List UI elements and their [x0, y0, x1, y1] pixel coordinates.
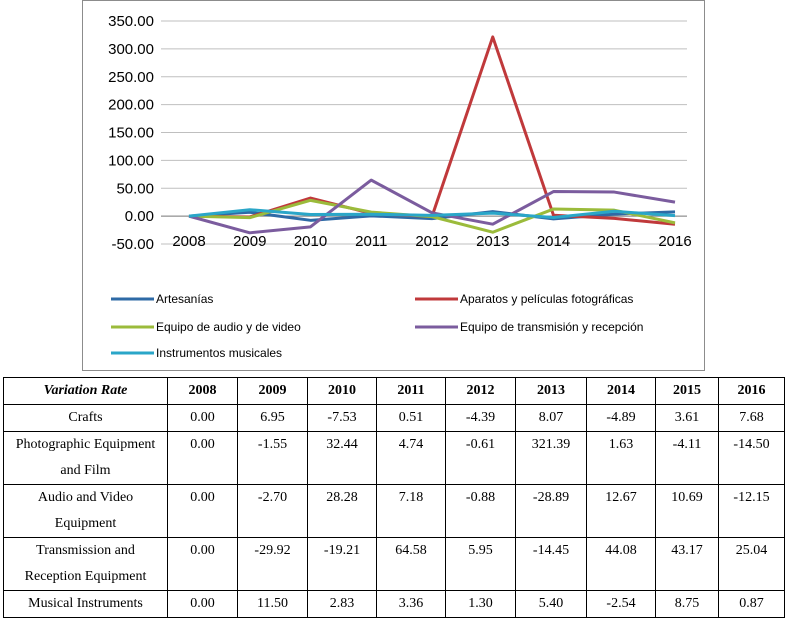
table-cell: 28.28 [307, 484, 377, 538]
x-tick-label: 2013 [476, 233, 509, 250]
y-tick-label: 350.00 [108, 13, 154, 30]
y-tick-label: 200.00 [108, 97, 154, 114]
table-row: Transmission and Reception Equipment 0.0… [3, 537, 785, 591]
x-tick-label: 2011 [355, 233, 387, 250]
table-cell: 10.69 [655, 484, 719, 538]
table-cell: -14.50 [718, 431, 785, 485]
table-cell: 321.39 [515, 431, 587, 485]
line-chart: 350.00 300.00 250.00 200.00 150.00 100.00 50.0… [82, 0, 705, 371]
legend: Artesanías Aparatos y películas fotográfi… [111, 292, 643, 360]
table-header-cell: 2015 [655, 377, 719, 405]
table-header-cell: 2008 [167, 377, 238, 405]
x-tick-label: 2014 [537, 233, 570, 250]
table-header-cell: 2011 [376, 377, 446, 405]
table-cell: 5.95 [445, 537, 516, 591]
table-cell: -7.53 [307, 404, 377, 432]
legend-label: Artesanías [156, 292, 213, 306]
table-row: Photographic Equipment and Film 0.00 -1.… [3, 431, 785, 485]
table-cell: 4.74 [376, 431, 446, 485]
table-row: Audio and Video Equipment 0.00 -2.70 28.… [3, 484, 785, 538]
table-row: Crafts 0.00 6.95 -7.53 0.51 -4.39 8.07 -… [3, 404, 785, 432]
table-cell: 6.95 [237, 404, 308, 432]
x-tick-label: 2009 [233, 233, 266, 250]
table-cell: -4.89 [586, 404, 656, 432]
row-label: Crafts [3, 404, 168, 432]
table-header-cell: 2009 [237, 377, 308, 405]
table-cell: 0.00 [167, 590, 238, 618]
table-cell: 7.68 [718, 404, 785, 432]
y-tick-label: 150.00 [108, 125, 154, 142]
table-cell: -19.21 [307, 537, 377, 591]
row-label: Audio and Video Equipment [3, 484, 168, 538]
table-row: Musical Instruments 0.00 11.50 2.83 3.36… [3, 590, 785, 618]
table-cell: 0.00 [167, 404, 238, 432]
row-label: Musical Instruments [3, 590, 168, 618]
table-cell: 3.36 [376, 590, 446, 618]
table-cell: 2.83 [307, 590, 377, 618]
table-cell: -0.61 [445, 431, 516, 485]
table-cell: 43.17 [655, 537, 719, 591]
table-cell: 0.87 [718, 590, 785, 618]
chart-canvas: 350.00 300.00 250.00 200.00 150.00 100.00 50.0… [108, 13, 692, 360]
x-tick-label: 2015 [598, 233, 631, 250]
table-cell: 1.63 [586, 431, 656, 485]
table-cell: 8.75 [655, 590, 719, 618]
y-tick-label: 300.00 [108, 41, 154, 58]
legend-label: Equipo de audio y de video [156, 320, 301, 334]
x-tick-label: 2016 [658, 233, 691, 250]
table-header-cell: Variation Rate [3, 377, 168, 405]
table-cell: -28.89 [515, 484, 587, 538]
legend-label: Aparatos y películas fotográficas [460, 292, 633, 306]
table-cell: -1.55 [237, 431, 308, 485]
table-header-cell: 2014 [586, 377, 656, 405]
row-label: Photographic Equipment and Film [3, 431, 168, 485]
table-cell: -14.45 [515, 537, 587, 591]
x-axis: 2008 2009 2010 2011 2012 2013 2014 2015 2016 [161, 215, 692, 250]
table-cell: 0.00 [167, 431, 238, 485]
table-header-cell: 2010 [307, 377, 377, 405]
table-cell: -2.70 [237, 484, 308, 538]
x-tick-label: 2010 [294, 233, 327, 250]
table-cell: -4.39 [445, 404, 516, 432]
y-tick-label: -50.00 [111, 236, 154, 253]
y-tick-label: 100.00 [108, 152, 154, 169]
legend-label: Equipo de transmisión y recepción [460, 320, 643, 334]
table-cell: 0.00 [167, 537, 238, 591]
table-cell: -4.11 [655, 431, 719, 485]
variation-rate-table: Variation Rate 2008 2009 2010 2011 2012 … [3, 377, 785, 618]
table-cell: -2.54 [586, 590, 656, 618]
y-tick-label: 50.00 [116, 180, 154, 197]
table-cell: 11.50 [237, 590, 308, 618]
table-cell: 7.18 [376, 484, 446, 538]
table-cell: 0.51 [376, 404, 446, 432]
table-header-cell: 2016 [718, 377, 785, 405]
table-cell: -12.15 [718, 484, 785, 538]
table-cell: 64.58 [376, 537, 446, 591]
table-cell: 3.61 [655, 404, 719, 432]
x-tick-label: 2008 [172, 233, 205, 250]
table-header-row: Variation Rate 2008 2009 2010 2011 2012 … [3, 377, 785, 405]
series-lines [188, 35, 676, 235]
series-line [188, 35, 676, 226]
legend-label: Instrumentos musicales [156, 346, 282, 360]
y-tick-label: 0.00 [125, 208, 154, 225]
table-cell: 8.07 [515, 404, 587, 432]
table-cell: 25.04 [718, 537, 785, 591]
table-cell: 44.08 [586, 537, 656, 591]
y-axis-ticks: 350.00 300.00 250.00 200.00 150.00 100.00 50.0… [108, 13, 154, 253]
table-cell: 0.00 [167, 484, 238, 538]
table-cell: -0.88 [445, 484, 516, 538]
table-header-cell: 2012 [445, 377, 516, 405]
table-cell: 5.40 [515, 590, 587, 618]
table-cell: 32.44 [307, 431, 377, 485]
table-header-cell: 2013 [515, 377, 587, 405]
x-tick-label: 2012 [415, 233, 448, 250]
y-tick-label: 250.00 [108, 69, 154, 86]
table-cell: 12.67 [586, 484, 656, 538]
row-label: Transmission and Reception Equipment [3, 537, 168, 591]
table-cell: -29.92 [237, 537, 308, 591]
table-cell: 1.30 [445, 590, 516, 618]
y-gridlines [161, 20, 687, 245]
